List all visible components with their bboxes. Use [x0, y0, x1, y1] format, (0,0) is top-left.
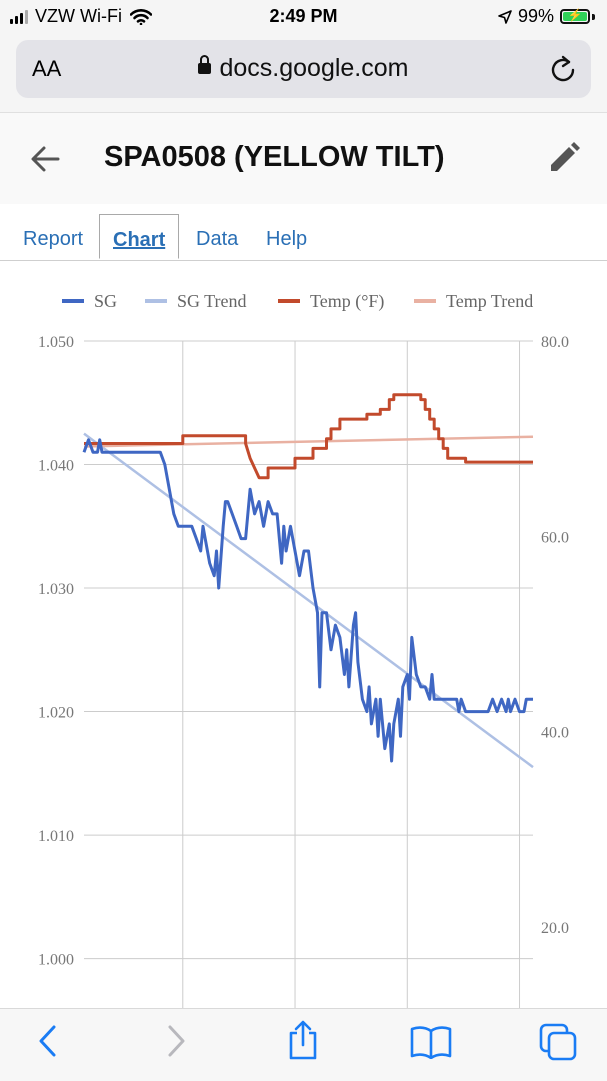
app-header: SPA0508 (YELLOW TILT) [0, 112, 607, 206]
wifi-icon [129, 8, 152, 25]
legend-label: Temp (°F) [310, 291, 384, 312]
status-right: 99% ⚡ [498, 6, 595, 27]
tab-help[interactable]: Help [266, 228, 308, 250]
edit-pencil-icon[interactable] [547, 141, 581, 175]
lock-icon [198, 55, 212, 74]
share-icon[interactable] [286, 1019, 320, 1061]
series-line-temp-trend [83, 435, 534, 448]
tab-chart[interactable]: Chart [99, 214, 180, 259]
battery-percent: 99% [517, 6, 554, 26]
browser-back-icon[interactable] [36, 1023, 60, 1059]
battery-cap [592, 13, 595, 20]
left-axis-tick-label: 1.010 [38, 828, 74, 845]
right-axis-tick-label: 60.0 [541, 529, 569, 546]
back-arrow-icon[interactable] [30, 145, 60, 173]
series-line-sg-trend [83, 432, 534, 769]
left-axis-tick-label: 1.000 [38, 952, 74, 969]
page-title: SPA0508 (YELLOW TILT) [104, 141, 445, 173]
legend-label: SG Trend [177, 291, 247, 311]
text-size-button[interactable]: AA [32, 56, 61, 82]
status-time: 2:49 PM [269, 6, 338, 26]
left-axis-tick-label: 1.050 [38, 334, 74, 351]
url-display[interactable]: docs.google.com [16, 54, 591, 83]
tab-report[interactable]: Report [23, 228, 84, 250]
sg-temp-chart: 1.050 1.040 1.030 1.020 1.010 1.000 80.0 60.0 40… [38, 291, 569, 1008]
domain-label: docs.google.com [219, 54, 409, 82]
bookmarks-icon[interactable] [410, 1025, 452, 1059]
legend-label: SG [94, 291, 117, 311]
carrier-label: VZW Wi-Fi [35, 6, 122, 26]
left-axis-tick-label: 1.020 [38, 705, 74, 722]
browser-toolbar: AA docs.google.com [0, 34, 607, 112]
status-left: VZW Wi-Fi [10, 6, 152, 27]
right-axis-tick-label: 20.0 [541, 920, 569, 937]
right-axis-tick-label: 80.0 [541, 334, 569, 351]
legend-label: Temp Trend [446, 291, 533, 311]
cellular-signal-icon [10, 9, 28, 24]
address-bar[interactable]: AA docs.google.com [16, 40, 591, 98]
series-line-sg [82, 438, 533, 763]
series-line-temp-f [84, 393, 533, 480]
left-axis-tick-label: 1.030 [38, 581, 74, 598]
right-axis-tick-label: 40.0 [541, 725, 569, 742]
browser-bottom-toolbar [0, 1008, 607, 1081]
browser-forward-icon[interactable] [164, 1023, 188, 1059]
battery-icon: ⚡ [560, 8, 590, 24]
status-bar: VZW Wi-Fi 2:49 PM 99% ⚡ [0, 0, 607, 34]
reload-icon[interactable] [549, 54, 577, 84]
text-size-label: AA [32, 56, 62, 81]
location-arrow-icon [498, 9, 512, 24]
tab-bar: Report Chart Data Help [0, 204, 607, 261]
tabs-overview-icon[interactable] [539, 1023, 577, 1061]
left-axis-tick-label: 1.040 [38, 458, 74, 475]
tab-data[interactable]: Data [196, 228, 239, 250]
